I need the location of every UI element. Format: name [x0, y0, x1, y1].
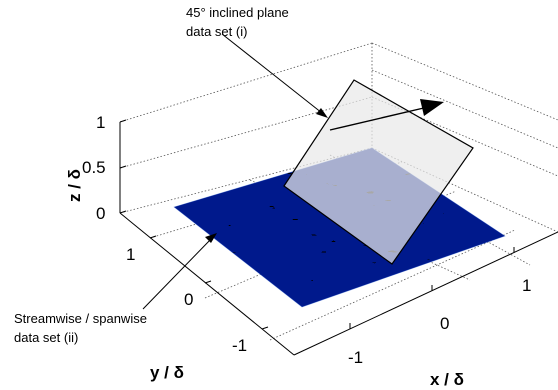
box-floor-grid-5 — [329, 154, 531, 266]
box-floor-grid-3 — [269, 229, 516, 341]
x-axis-label: x / δ — [430, 370, 464, 389]
y-tick-neg1 — [261, 326, 269, 330]
plane-annotation-line1: 45° inclined plane — [186, 5, 289, 20]
z-tick-label-1: 1 — [96, 113, 105, 132]
x-tick-label-0: 0 — [440, 314, 449, 333]
plane-annotation-line2: data set (i) — [186, 24, 247, 39]
inclined-plane — [283, 79, 474, 265]
y-tick-1 — [149, 235, 157, 239]
flow-arrow-head — [420, 99, 444, 116]
z-tick-label-0.5: 0.5 — [82, 158, 106, 177]
box-right-mid — [371, 96, 558, 177]
y-tick-0 — [204, 280, 212, 284]
z-axis-label: z / δ — [65, 169, 84, 202]
flow-arrow-icon — [329, 99, 444, 131]
z-tick-0 — [119, 210, 127, 214]
x-tick-label-1: 1 — [522, 276, 531, 295]
y-tick-label-1: 1 — [126, 245, 135, 264]
box-floor-right — [371, 147, 558, 233]
plane-leader-head — [316, 108, 328, 118]
stream-leader-head — [205, 233, 217, 243]
z-tick-1 — [119, 119, 127, 123]
z-tick-label-0: 0 — [96, 204, 105, 223]
z-tick-0.5 — [119, 165, 127, 169]
annotation-arrows — [142, 33, 328, 310]
plane-leader-line — [221, 33, 323, 114]
flow-arrow-shaft — [329, 106, 429, 131]
y-axis-line — [119, 212, 295, 356]
box-floor-left — [119, 147, 373, 214]
axis-lines — [119, 119, 558, 356]
y-axis-label: y / δ — [150, 363, 184, 382]
stream-annotation-line2: data set (ii) — [14, 330, 78, 345]
stream-annotation-line1: Streamwise / spanwise — [14, 311, 147, 326]
stream-leader-line — [142, 237, 213, 310]
box-right-top-mid — [371, 69, 558, 149]
box-left-mid — [119, 96, 373, 169]
x-tick-label-neg1: -1 — [348, 348, 363, 367]
y-tick-label-neg1: -1 — [232, 336, 247, 355]
y-tick-label-0: 0 — [184, 290, 193, 309]
